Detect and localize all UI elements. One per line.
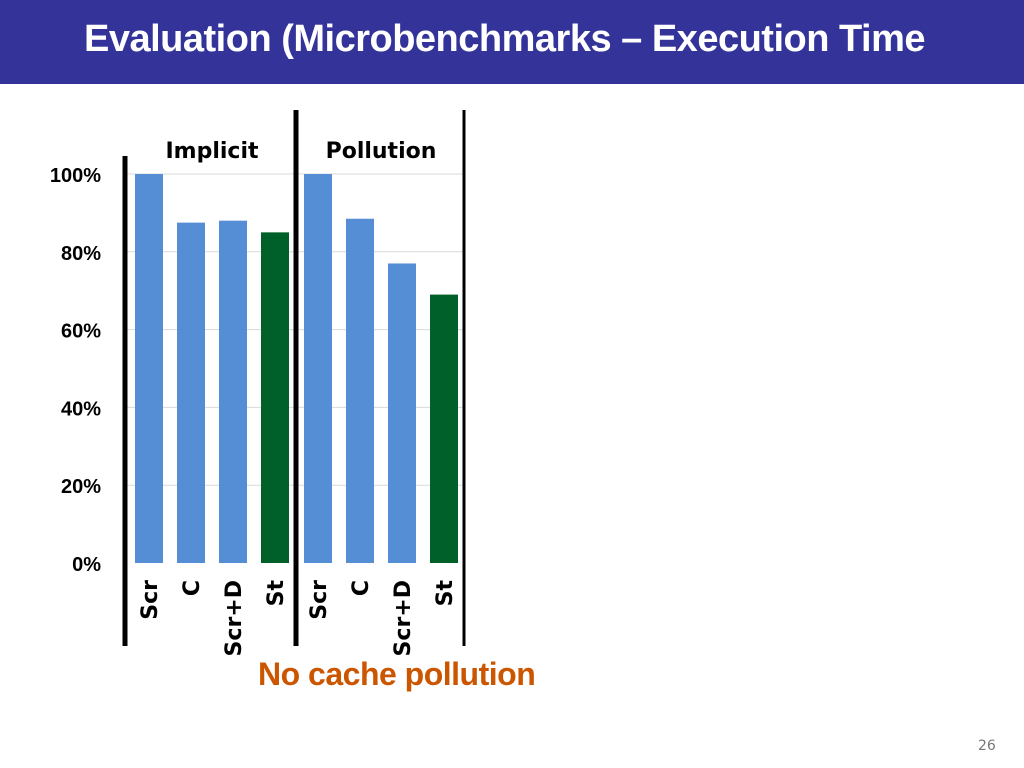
- x-tick-label: Scr+D: [391, 580, 416, 656]
- bar: [346, 218, 374, 564]
- x-tick-label: C: [349, 580, 374, 596]
- group-label: Implicit: [165, 139, 259, 164]
- y-tick-label: 0%: [72, 554, 101, 576]
- bar: [219, 220, 247, 563]
- bar: [135, 174, 163, 563]
- bar: [177, 222, 205, 563]
- bar: [304, 174, 332, 563]
- bar: [261, 232, 289, 563]
- bar: [388, 263, 416, 563]
- x-tick-label: St: [433, 580, 458, 607]
- y-tick-label: 100%: [50, 165, 101, 187]
- y-tick-label: 40%: [61, 398, 101, 420]
- x-tick-label: Scr: [138, 580, 163, 620]
- x-tick-label: C: [180, 580, 205, 596]
- x-tick-label: Scr: [307, 580, 332, 620]
- y-tick-label: 60%: [61, 321, 101, 343]
- bar: [430, 294, 458, 563]
- x-tick-label: St: [264, 580, 289, 607]
- y-tick-label: 80%: [61, 243, 101, 265]
- y-tick-label: 20%: [61, 476, 101, 498]
- chart-caption: No cache pollution: [258, 656, 536, 692]
- slide-title: Evaluation (Microbenchmarks – Execution …: [84, 18, 926, 60]
- page-number: 26: [978, 738, 996, 754]
- group-label: Pollution: [326, 139, 437, 164]
- x-tick-label: Scr+D: [222, 580, 247, 656]
- title-bar: [0, 0, 1024, 84]
